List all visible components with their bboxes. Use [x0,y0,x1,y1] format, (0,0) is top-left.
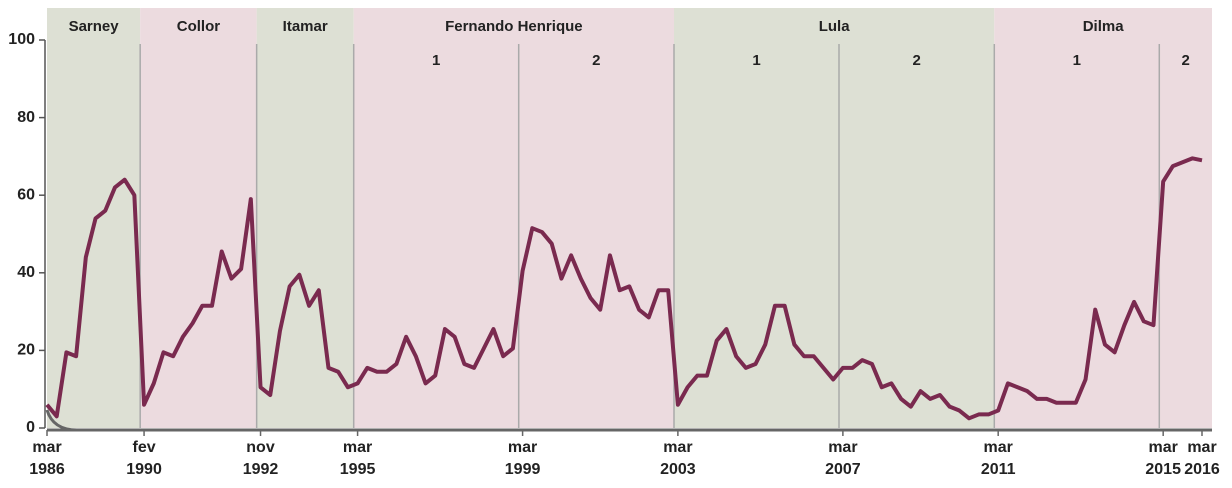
period-band [994,8,1212,428]
period-band [256,8,354,428]
line-series [45,156,1203,421]
term-label: 2 [1181,52,1189,69]
period-label: Itamar [283,18,328,35]
period-band [674,8,995,428]
period-label: Lula [819,18,850,35]
period-band [140,8,257,428]
x-tick-label: mar 2007 [825,439,861,478]
x-tick-label: mar 2015 [1145,439,1181,478]
x-tick-label: mar 1999 [504,439,541,478]
term-label: 1 [1073,52,1081,69]
x-tick-label: mar 1995 [339,439,376,478]
term-label: 1 [432,52,440,69]
term-label: 1 [752,52,760,69]
y-tick-label: 40 [17,264,35,281]
period-label: Collor [177,18,220,35]
x-tick-label: nov 1992 [242,439,279,478]
y-tick-label: 80 [17,109,35,126]
period-band [353,8,674,428]
period-label: Dilma [1083,18,1125,35]
x-tick-label: mar 1986 [29,439,65,478]
y-tick-label: 20 [17,342,35,359]
period-label: Sarney [69,18,120,35]
term-label: 2 [912,52,920,69]
y-tick-label: 60 [17,186,35,203]
x-tick-label: fev 1990 [126,439,162,478]
y-tick-label: 0 [26,419,35,436]
x-tick-label: mar 2003 [660,439,696,478]
term-label: 2 [592,52,600,69]
x-tick-label: mar 2016 [1184,439,1220,478]
period-label: Fernando Henrique [445,18,583,35]
x-tick-label: mar 2011 [980,439,1016,478]
y-tick-label: 100 [8,31,35,48]
